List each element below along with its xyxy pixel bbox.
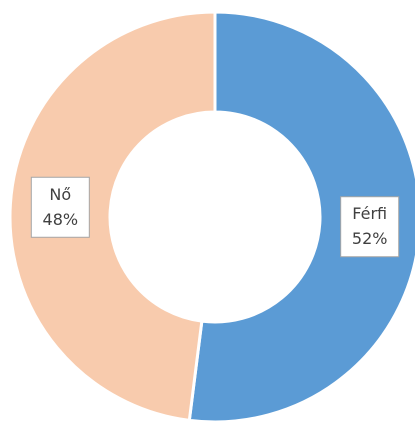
data-label-box	[340, 196, 400, 258]
donut-slice	[8, 10, 217, 421]
data-label-category: Férfi	[352, 204, 387, 223]
donut-slice	[187, 10, 415, 421]
data-label-box	[30, 176, 90, 238]
data-label-category: Nő	[49, 185, 71, 204]
data-label-value: 48%	[43, 210, 79, 229]
data-label-value: 52%	[352, 229, 388, 248]
